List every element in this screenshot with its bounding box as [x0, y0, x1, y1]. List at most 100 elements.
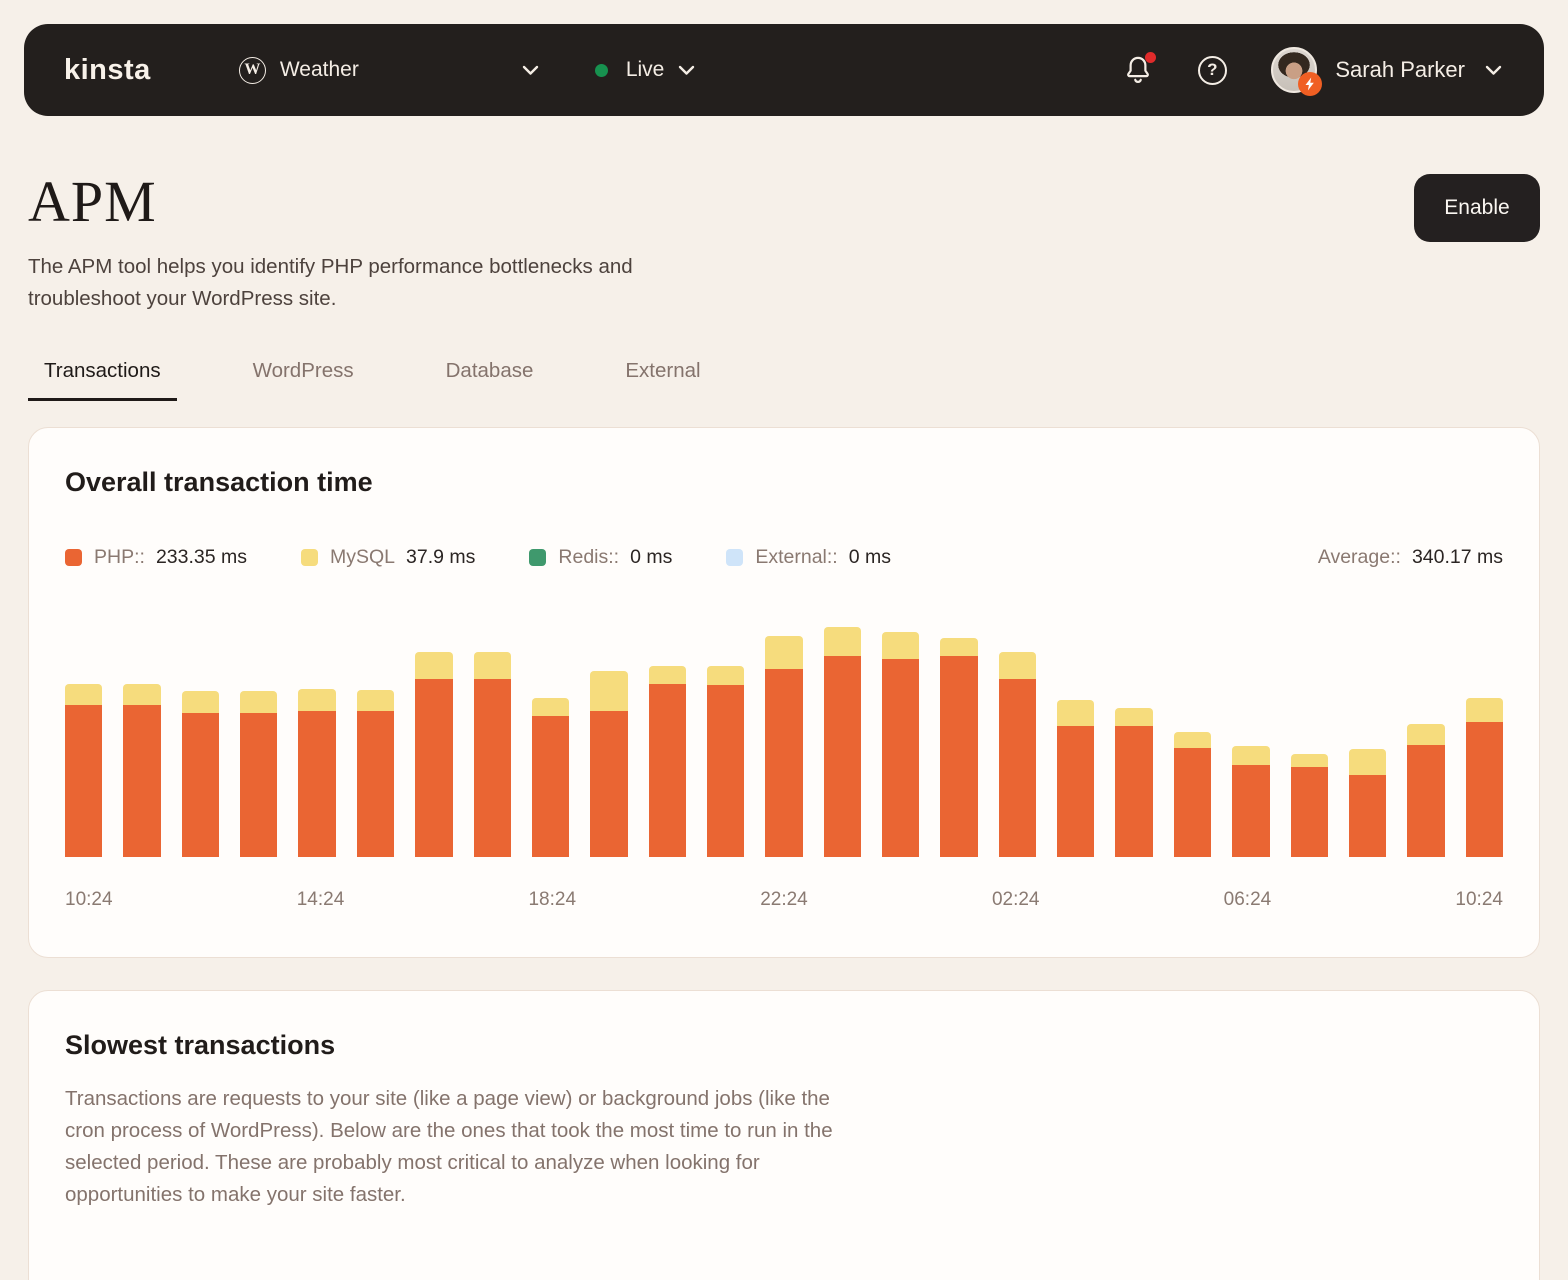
bar-segment-mysql [65, 684, 103, 706]
chart-bar[interactable] [473, 652, 511, 857]
tab-wordpress[interactable]: WordPress [252, 358, 354, 382]
page-header: APM The APM tool helps you identify PHP … [0, 116, 1568, 315]
page-title: APM [28, 169, 157, 234]
bar-segment-mysql [473, 652, 511, 680]
legend-item-php: PHP:: 233.35 ms [65, 546, 247, 569]
bar-segment-php [356, 711, 395, 857]
bar-segment-mysql [1232, 746, 1270, 765]
bar-segment-php [823, 656, 862, 857]
chart-bar[interactable] [998, 652, 1037, 857]
chart-bar[interactable] [298, 689, 336, 857]
bar-segment-mysql [240, 691, 278, 714]
chart-bar[interactable] [531, 698, 570, 857]
overall-transaction-time-card: Overall transaction time PHP:: 233.35 ms… [28, 426, 1540, 958]
tab-transactions[interactable]: Transactions [28, 359, 177, 401]
chart-bar[interactable] [1115, 708, 1153, 857]
tab-external[interactable]: External [625, 358, 701, 382]
bar-segment-mysql [123, 684, 161, 706]
chart-bar[interactable] [240, 691, 278, 857]
chart-bar[interactable] [1348, 749, 1387, 857]
navbar-actions: ? Sarah Parker [1121, 47, 1502, 96]
chart-bar[interactable] [1232, 746, 1270, 857]
redis-swatch-icon [529, 548, 547, 566]
bar-segment-php [1057, 726, 1095, 857]
chart-x-axis: 10:24 14:24 18:24 22:24 02:24 06:24 10:24 [65, 889, 1503, 921]
enable-button[interactable]: Enable [1414, 174, 1540, 242]
x-axis-tick-label: 22:24 [760, 888, 808, 910]
bar-segment-mysql [1465, 698, 1503, 723]
chart-bar[interactable] [823, 626, 862, 857]
bell-icon [1127, 56, 1150, 83]
chart-bar[interactable] [706, 666, 745, 857]
chart-bar[interactable] [1465, 698, 1503, 857]
site-selector-dropdown[interactable]: W Weather [238, 56, 539, 84]
chart-bar[interactable] [1407, 724, 1445, 857]
kinsta-logo[interactable]: kinsta [64, 53, 151, 86]
bar-segment-mysql [1348, 749, 1387, 775]
chart-bar[interactable] [415, 652, 453, 857]
site-selector-label: Weather [279, 58, 359, 81]
bar-segment-mysql [356, 690, 395, 712]
top-navbar: kinsta W Weather Live ? [24, 24, 1544, 116]
bar-segment-mysql [648, 666, 686, 685]
chevron-down-icon [1485, 65, 1502, 76]
chevron-down-icon [678, 65, 695, 76]
bar-segment-php [1115, 726, 1153, 857]
legend-value: 233.35 ms [155, 545, 247, 568]
chart-bar[interactable] [940, 637, 978, 857]
bar-segment-mysql [181, 691, 220, 714]
wordpress-icon: W [238, 56, 266, 84]
chart-bar[interactable] [1173, 732, 1212, 857]
tab-database[interactable]: Database [445, 358, 534, 382]
bar-segment-mysql [765, 636, 803, 670]
chart-card-title: Overall transaction time [65, 466, 373, 497]
page-description: The APM tool helps you identify PHP perf… [28, 254, 633, 310]
x-axis-tick-label: 06:24 [1223, 888, 1272, 910]
bar-segment-mysql [823, 626, 862, 656]
legend-label: MySQL [330, 545, 396, 568]
environment-selector-dropdown[interactable]: Live [594, 58, 696, 82]
bar-segment-mysql [706, 666, 745, 686]
legend-label: PHP:: [94, 545, 145, 568]
bar-segment-php [1232, 764, 1270, 857]
legend-value: 0 ms [848, 545, 891, 568]
chart-legend: PHP:: 233.35 ms MySQL 37.9 ms Redis:: 0 … [65, 546, 1503, 569]
bar-segment-php [123, 705, 161, 857]
x-axis-tick-label: 18:24 [528, 888, 577, 910]
chart-bar[interactable] [765, 636, 803, 857]
chart-bar[interactable] [1290, 754, 1328, 857]
chart-bar[interactable] [590, 671, 628, 857]
legend-label: Redis:: [558, 545, 620, 568]
slowest-card-description: Transactions are requests to your site (… [65, 1086, 833, 1206]
bar-segment-mysql [1407, 724, 1445, 746]
bar-segment-php [706, 685, 745, 857]
x-axis-tick-label: 02:24 [991, 888, 1040, 910]
user-menu[interactable]: Sarah Parker [1271, 47, 1502, 96]
help-button[interactable]: ? [1195, 53, 1229, 87]
legend-item-redis: Redis:: 0 ms [529, 546, 672, 569]
user-avatar [1271, 47, 1323, 96]
chart-bar[interactable] [356, 690, 395, 857]
bar-segment-php [648, 684, 686, 857]
bar-segment-php [1290, 766, 1328, 857]
chart-bar[interactable] [1057, 700, 1095, 857]
chart-bar[interactable] [648, 666, 686, 857]
chart-bar[interactable] [123, 684, 161, 857]
chart-bar[interactable] [882, 631, 920, 857]
chart-bar[interactable] [65, 684, 103, 857]
x-axis-tick-label: 10:24 [1455, 888, 1503, 910]
legend-item-external: External:: 0 ms [726, 546, 891, 569]
notification-badge [1145, 52, 1157, 63]
bar-segment-mysql [1057, 700, 1095, 727]
legend-average: Average:: 340.17 ms [1306, 546, 1503, 569]
bar-segment-php [882, 659, 920, 857]
bar-segment-php [765, 669, 803, 857]
legend-value: 0 ms [630, 545, 673, 568]
environment-label: Live [625, 58, 665, 81]
bar-segment-mysql [590, 671, 628, 712]
bar-segment-php [998, 679, 1037, 857]
notifications-button[interactable] [1121, 52, 1157, 87]
bar-segment-php [473, 679, 511, 857]
chart-bar[interactable] [181, 691, 220, 857]
lightning-badge-icon [1298, 72, 1323, 96]
